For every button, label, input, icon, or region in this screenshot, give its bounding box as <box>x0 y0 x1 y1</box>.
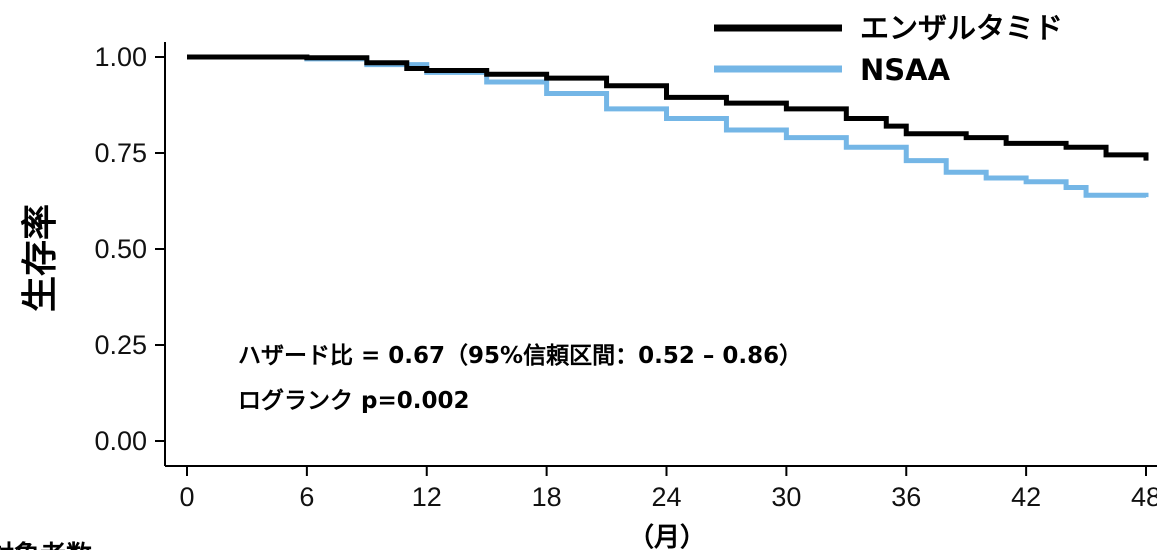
y-tick-label: 0.00 <box>94 426 147 456</box>
x-tick-label: 48 <box>1131 482 1157 512</box>
x-axis-label: （月） <box>628 523 706 550</box>
y-ticks: 0.00 0.25 0.50 0.75 1.00 <box>94 42 165 456</box>
x-tick-label: 12 <box>412 482 442 512</box>
hazard-ratio-annotation: ハザード比 = 0.67（95%信頼区間：0.52 – 0.86） <box>238 342 802 369</box>
legend-label-enzalutamide: エンザルタミド <box>860 11 1063 45</box>
x-tick-label: 42 <box>1011 482 1041 512</box>
y-tick-label: 0.25 <box>94 330 147 360</box>
y-tick-label: 0.75 <box>94 138 147 168</box>
y-axis-label: 生存率 <box>20 204 61 312</box>
legend-label-nsaa: NSAA <box>860 53 951 87</box>
series-line-enzalutamide <box>187 54 1149 161</box>
logrank-annotation: ログランク p=0.002 <box>238 387 470 414</box>
series-line-nsaa <box>187 54 1149 198</box>
x-tick-label: 6 <box>299 482 314 512</box>
series-layer <box>187 54 1149 198</box>
x-tick-label: 24 <box>651 482 681 512</box>
legend: エンザルタミド NSAA <box>714 11 1063 87</box>
x-ticks: 0 6 12 18 24 30 36 42 48 <box>179 466 1157 512</box>
x-tick-label: 0 <box>179 482 194 512</box>
y-tick-label: 1.00 <box>94 42 147 72</box>
y-tick-label: 0.50 <box>94 234 147 264</box>
x-tick-label: 30 <box>771 482 801 512</box>
x-tick-label: 36 <box>891 482 921 512</box>
x-tick-label: 18 <box>532 482 562 512</box>
number-at-risk-label: 対象者数 <box>0 540 93 550</box>
